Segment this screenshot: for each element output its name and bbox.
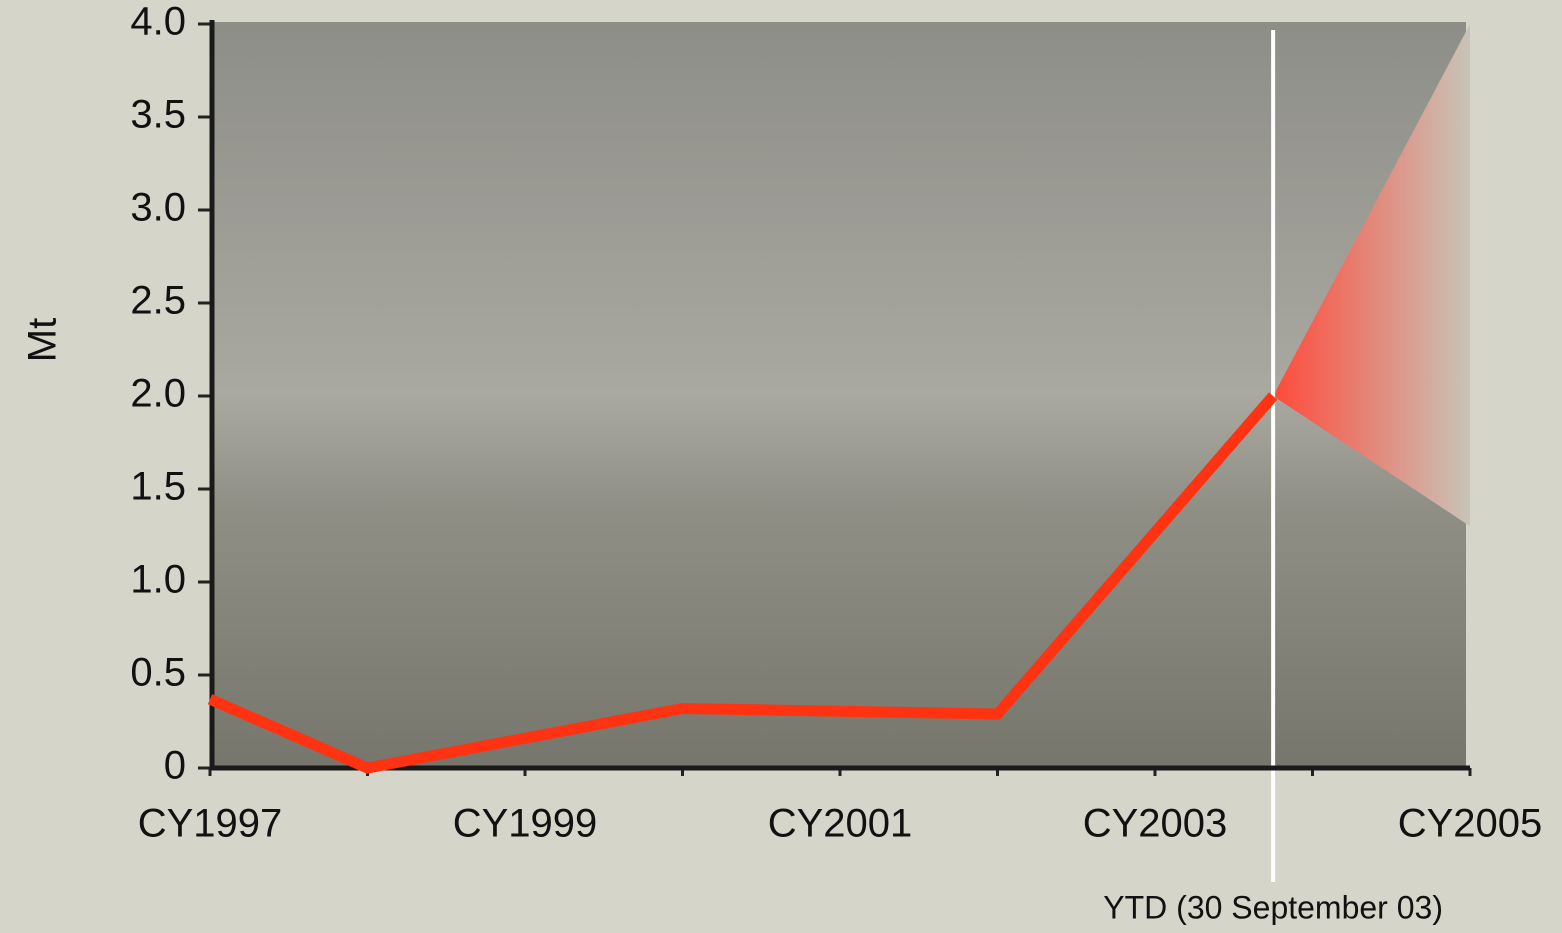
annotation: YTD (30 September 03) [1103,889,1443,925]
x-tick-label: CY2003 [1083,802,1228,846]
forecast-range [1273,24,1470,527]
y-tick-label: 3.5 [130,93,186,137]
x-tick-label: CY2005 [1398,802,1543,846]
plot-background [212,22,1466,768]
y-tick-label: 1.5 [130,465,186,509]
data-line [207,392,1278,774]
x-tick-label: CY1999 [453,802,598,846]
y-tick-label: 2.0 [130,372,186,416]
y-tick-label: 1.0 [130,558,186,602]
y-tick-label: 0 [164,744,186,788]
x-tick-label: CY2001 [768,802,913,846]
y-axis-label: Mt [21,318,65,362]
y-tick-label: 2.5 [130,279,186,323]
y-tick-label: 3.0 [130,186,186,230]
y-tick-label: 4.0 [130,0,186,44]
y-tick-label: 0.5 [130,651,186,695]
x-tick-label: CY1997 [138,802,283,846]
